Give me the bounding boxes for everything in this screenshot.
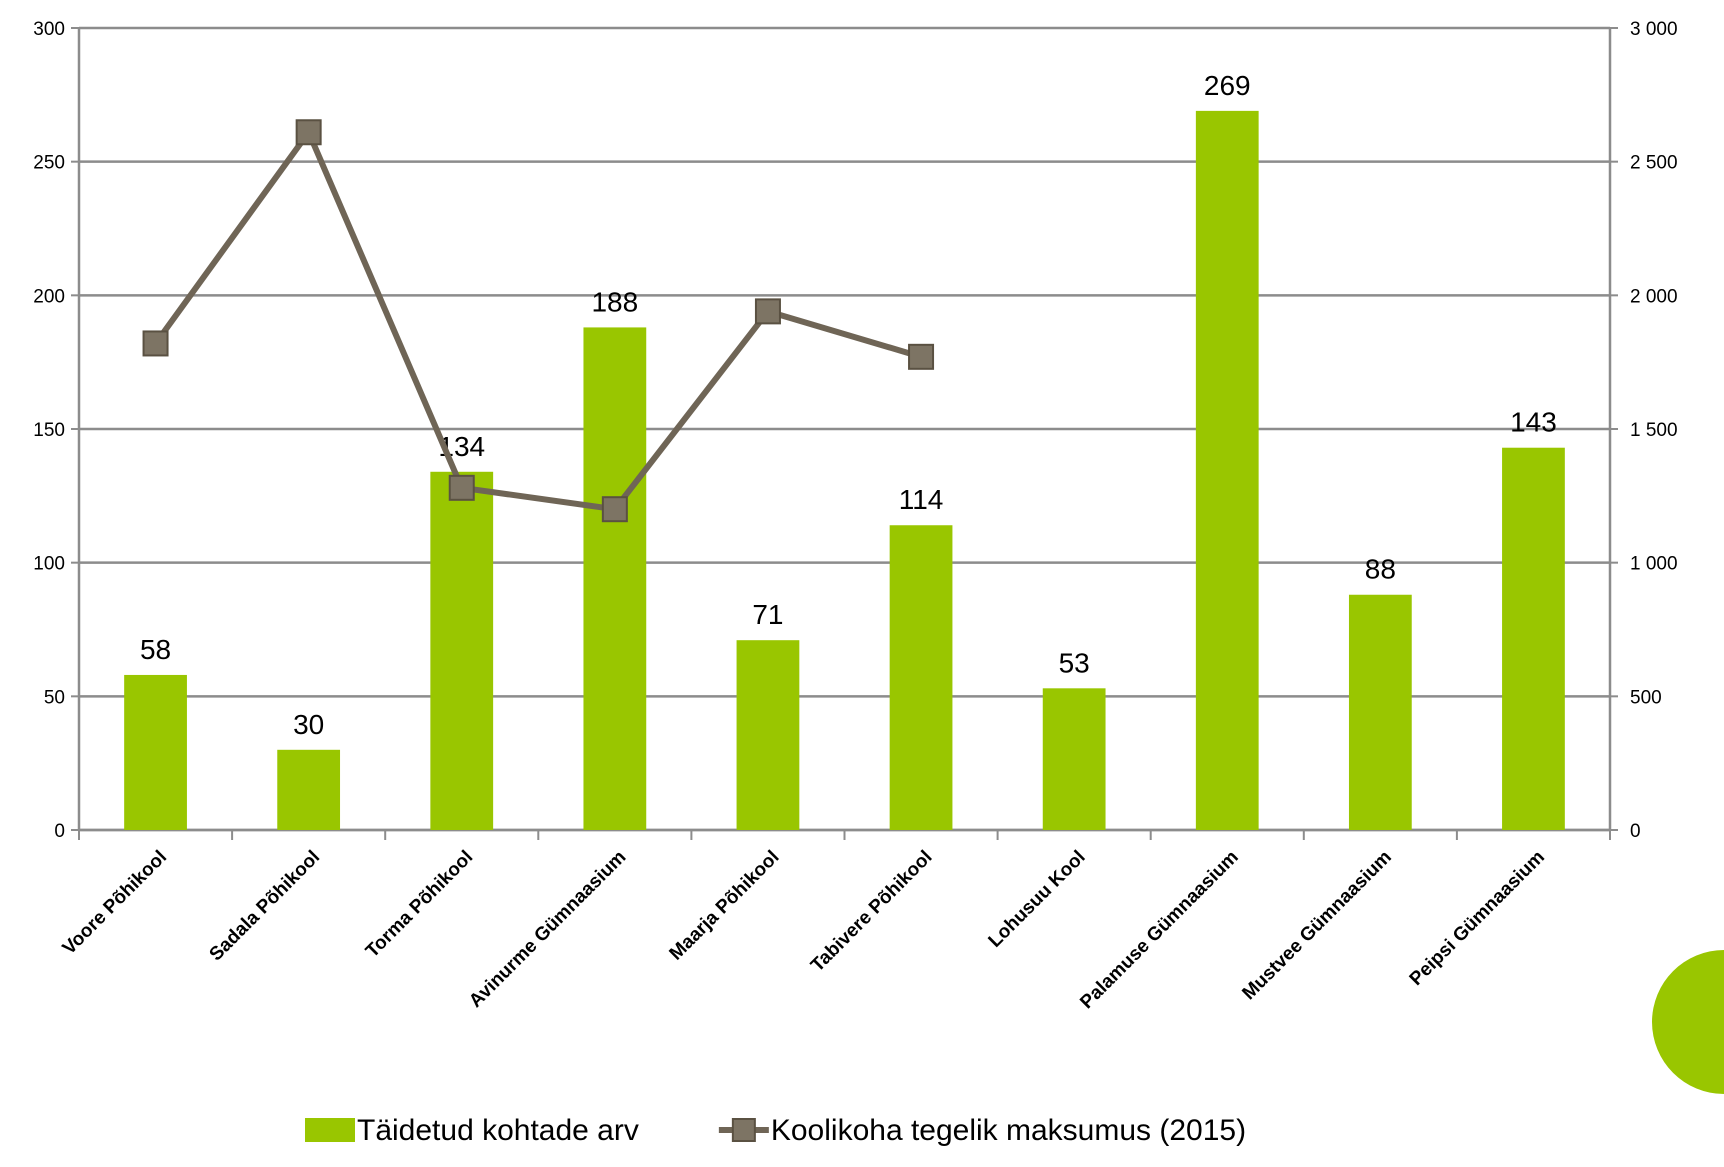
data-label: 30: [293, 709, 324, 740]
bar: [430, 471, 494, 830]
data-label: 58: [140, 634, 171, 665]
legend-swatch: [305, 1118, 355, 1142]
line-marker: [601, 496, 628, 523]
y-tick-label: 200: [33, 286, 65, 307]
y-tick-label: 250: [33, 153, 65, 174]
y-tick-label: 300: [33, 19, 65, 40]
x-tick-label: Sadala Põhikool: [206, 847, 325, 966]
x-tick-label: Avinurme Gümnaasium: [465, 847, 630, 1012]
x-tick-label: Torma Põhikool: [362, 847, 477, 962]
data-label: 143: [1510, 407, 1557, 438]
y2-tick-label: 2 000: [1630, 286, 1678, 307]
data-label: 114: [899, 484, 944, 515]
y2-tick-label: 2 500: [1630, 153, 1678, 174]
line-marker: [448, 474, 475, 501]
y2-tick-label: 1 000: [1630, 554, 1678, 575]
x-tick-label: Lohusuu Kool: [985, 847, 1090, 952]
line-marker: [908, 343, 935, 370]
legend-marker: [731, 1118, 756, 1142]
y-tick-label: 100: [33, 554, 65, 575]
y-tick-label: 50: [44, 687, 65, 708]
y-tick-label: 0: [54, 821, 65, 842]
bar: [1042, 688, 1106, 830]
bar: [889, 525, 953, 830]
x-tick-label: Tabivere Põhikool: [807, 847, 937, 977]
legend-label: Koolikoha tegelik maksumus (2015): [771, 1114, 1246, 1147]
y2-tick-label: 0: [1630, 821, 1641, 842]
line-marker: [142, 330, 169, 357]
legend-label: Täidetud kohtade arv: [357, 1114, 639, 1147]
data-label: 269: [1204, 70, 1251, 101]
bar: [736, 640, 800, 830]
decor-circle: [1652, 950, 1724, 1094]
data-label: 188: [591, 286, 638, 317]
data-label: 53: [1059, 647, 1090, 678]
data-label: 71: [752, 599, 783, 630]
bar: [124, 674, 187, 830]
y2-tick-label: 1 500: [1630, 420, 1678, 441]
y2-tick-label: 500: [1630, 687, 1662, 708]
line: [153, 129, 922, 513]
x-tick-label: Maarja Põhikool: [666, 847, 784, 965]
x-tick-label: Palamuse Gümnaasium: [1076, 847, 1242, 1013]
bar: [1348, 594, 1412, 830]
bar: [1502, 447, 1565, 830]
data-label: 88: [1365, 554, 1396, 585]
x-tick-label: Mustvee Gümnaasium: [1238, 847, 1395, 1004]
line-marker: [295, 119, 322, 146]
x-tick-label: Voore Põhikool: [59, 847, 171, 959]
x-tick-label: Peipsi Gümnaasium: [1406, 847, 1549, 990]
bar: [277, 749, 341, 830]
bar: [1195, 110, 1259, 830]
y-tick-label: 150: [33, 420, 65, 441]
line-marker: [754, 298, 781, 325]
bar: [583, 327, 647, 830]
y2-tick-label: 3 000: [1630, 19, 1678, 40]
